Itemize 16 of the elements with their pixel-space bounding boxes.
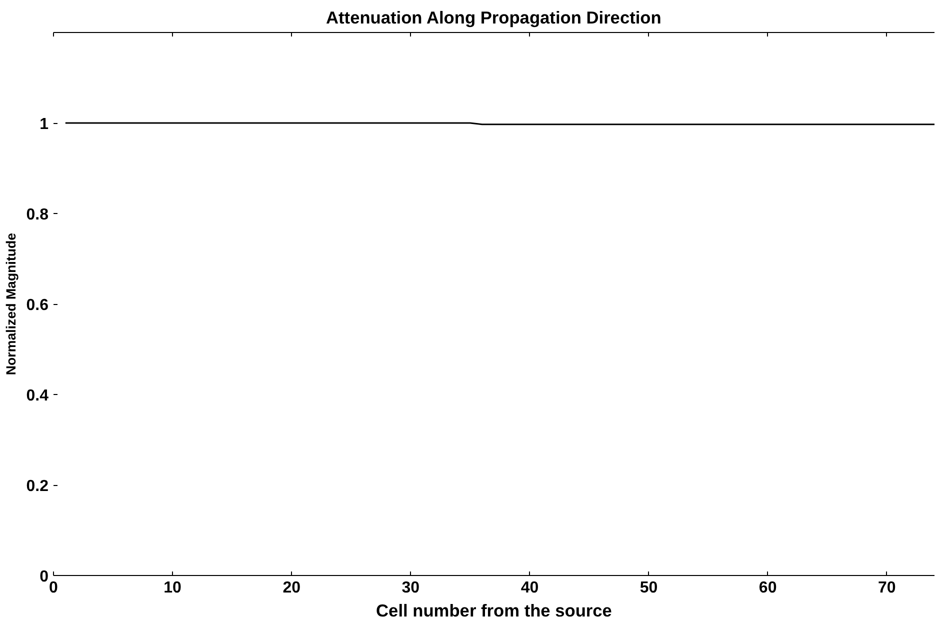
y-tick-label: 0.2 <box>26 478 49 495</box>
x-tick-label: 50 <box>640 580 658 596</box>
y-tick-label: 0.6 <box>26 297 49 314</box>
y-tick-label: 0.8 <box>26 206 49 224</box>
x-tick-label: 60 <box>758 580 777 596</box>
x-tick-label: 10 <box>164 580 182 596</box>
chart-title: Attenuation Along Propagation Direction <box>326 8 662 28</box>
y-axis-title: Normalized Magnitude <box>3 232 18 376</box>
y-tick-label: 0 <box>40 568 49 586</box>
y-tick-label: 0.4 <box>26 388 49 404</box>
x-tick-label: 30 <box>402 580 420 596</box>
y-tick-label: 1 <box>40 116 49 133</box>
x-tick-label: 20 <box>282 580 301 596</box>
x-axis-title: Cell number from the source <box>376 600 612 620</box>
x-tick-label: 40 <box>520 580 539 596</box>
x-tick-label: 70 <box>878 580 896 596</box>
